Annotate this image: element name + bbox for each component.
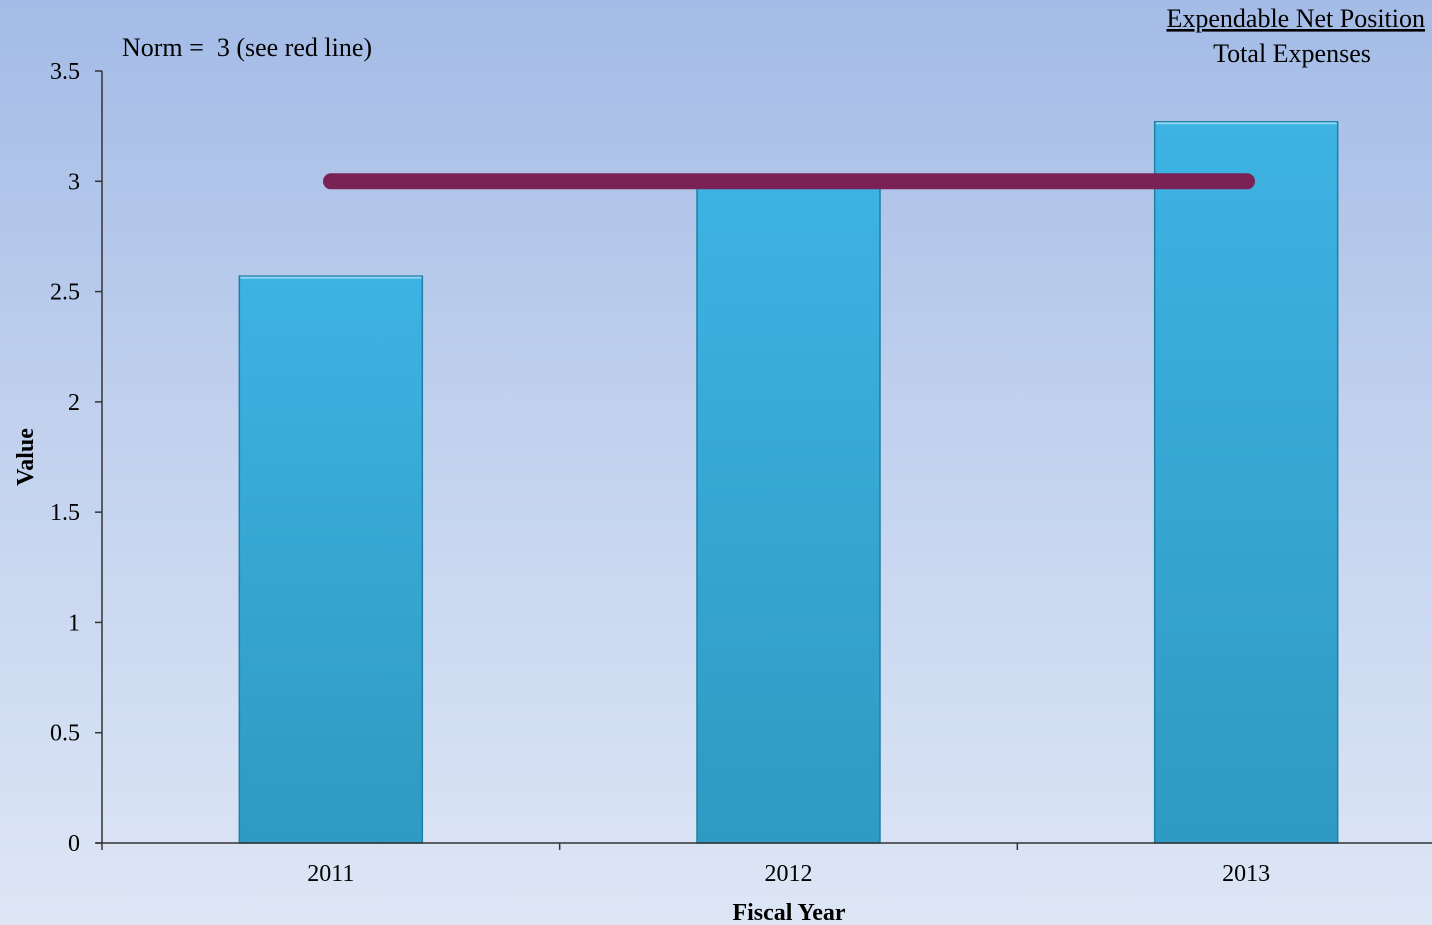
bar-2012 — [696, 184, 881, 844]
y-tick-label: 3 — [68, 169, 80, 195]
x-tick-label: 2013 — [1222, 861, 1270, 887]
x-tick-label: 2011 — [307, 861, 354, 887]
bar-2013 — [1153, 120, 1339, 844]
y-tick-label: 3.5 — [50, 59, 80, 85]
axes-group — [96, 71, 1432, 844]
x-axis-title: Fiscal Year — [732, 900, 845, 925]
y-tick-label: 2 — [68, 390, 80, 416]
bar-2011 — [238, 275, 424, 844]
y-axis-title: Value — [13, 428, 39, 486]
x-ticks-group: 2011 2012 2013 — [101, 843, 1270, 887]
y-tick-label: 1 — [68, 610, 80, 636]
ratio-numerator: Expendable Net Position — [1166, 4, 1425, 33]
x-tick-label: 2012 — [765, 861, 813, 887]
y-ticks-group: 0 0.5 1 1.5 2 2.5 3 3.5 — [50, 59, 102, 857]
y-tick-label: 0 — [68, 831, 80, 857]
bars-group — [238, 120, 1339, 844]
norm-annotation: Norm = 3 (see red line) — [122, 33, 372, 62]
y-tick-label: 2.5 — [50, 280, 80, 306]
y-tick-label: 0.5 — [50, 721, 80, 747]
ratio-denominator: Total Expenses — [1213, 39, 1371, 68]
y-tick-label: 1.5 — [50, 500, 80, 526]
